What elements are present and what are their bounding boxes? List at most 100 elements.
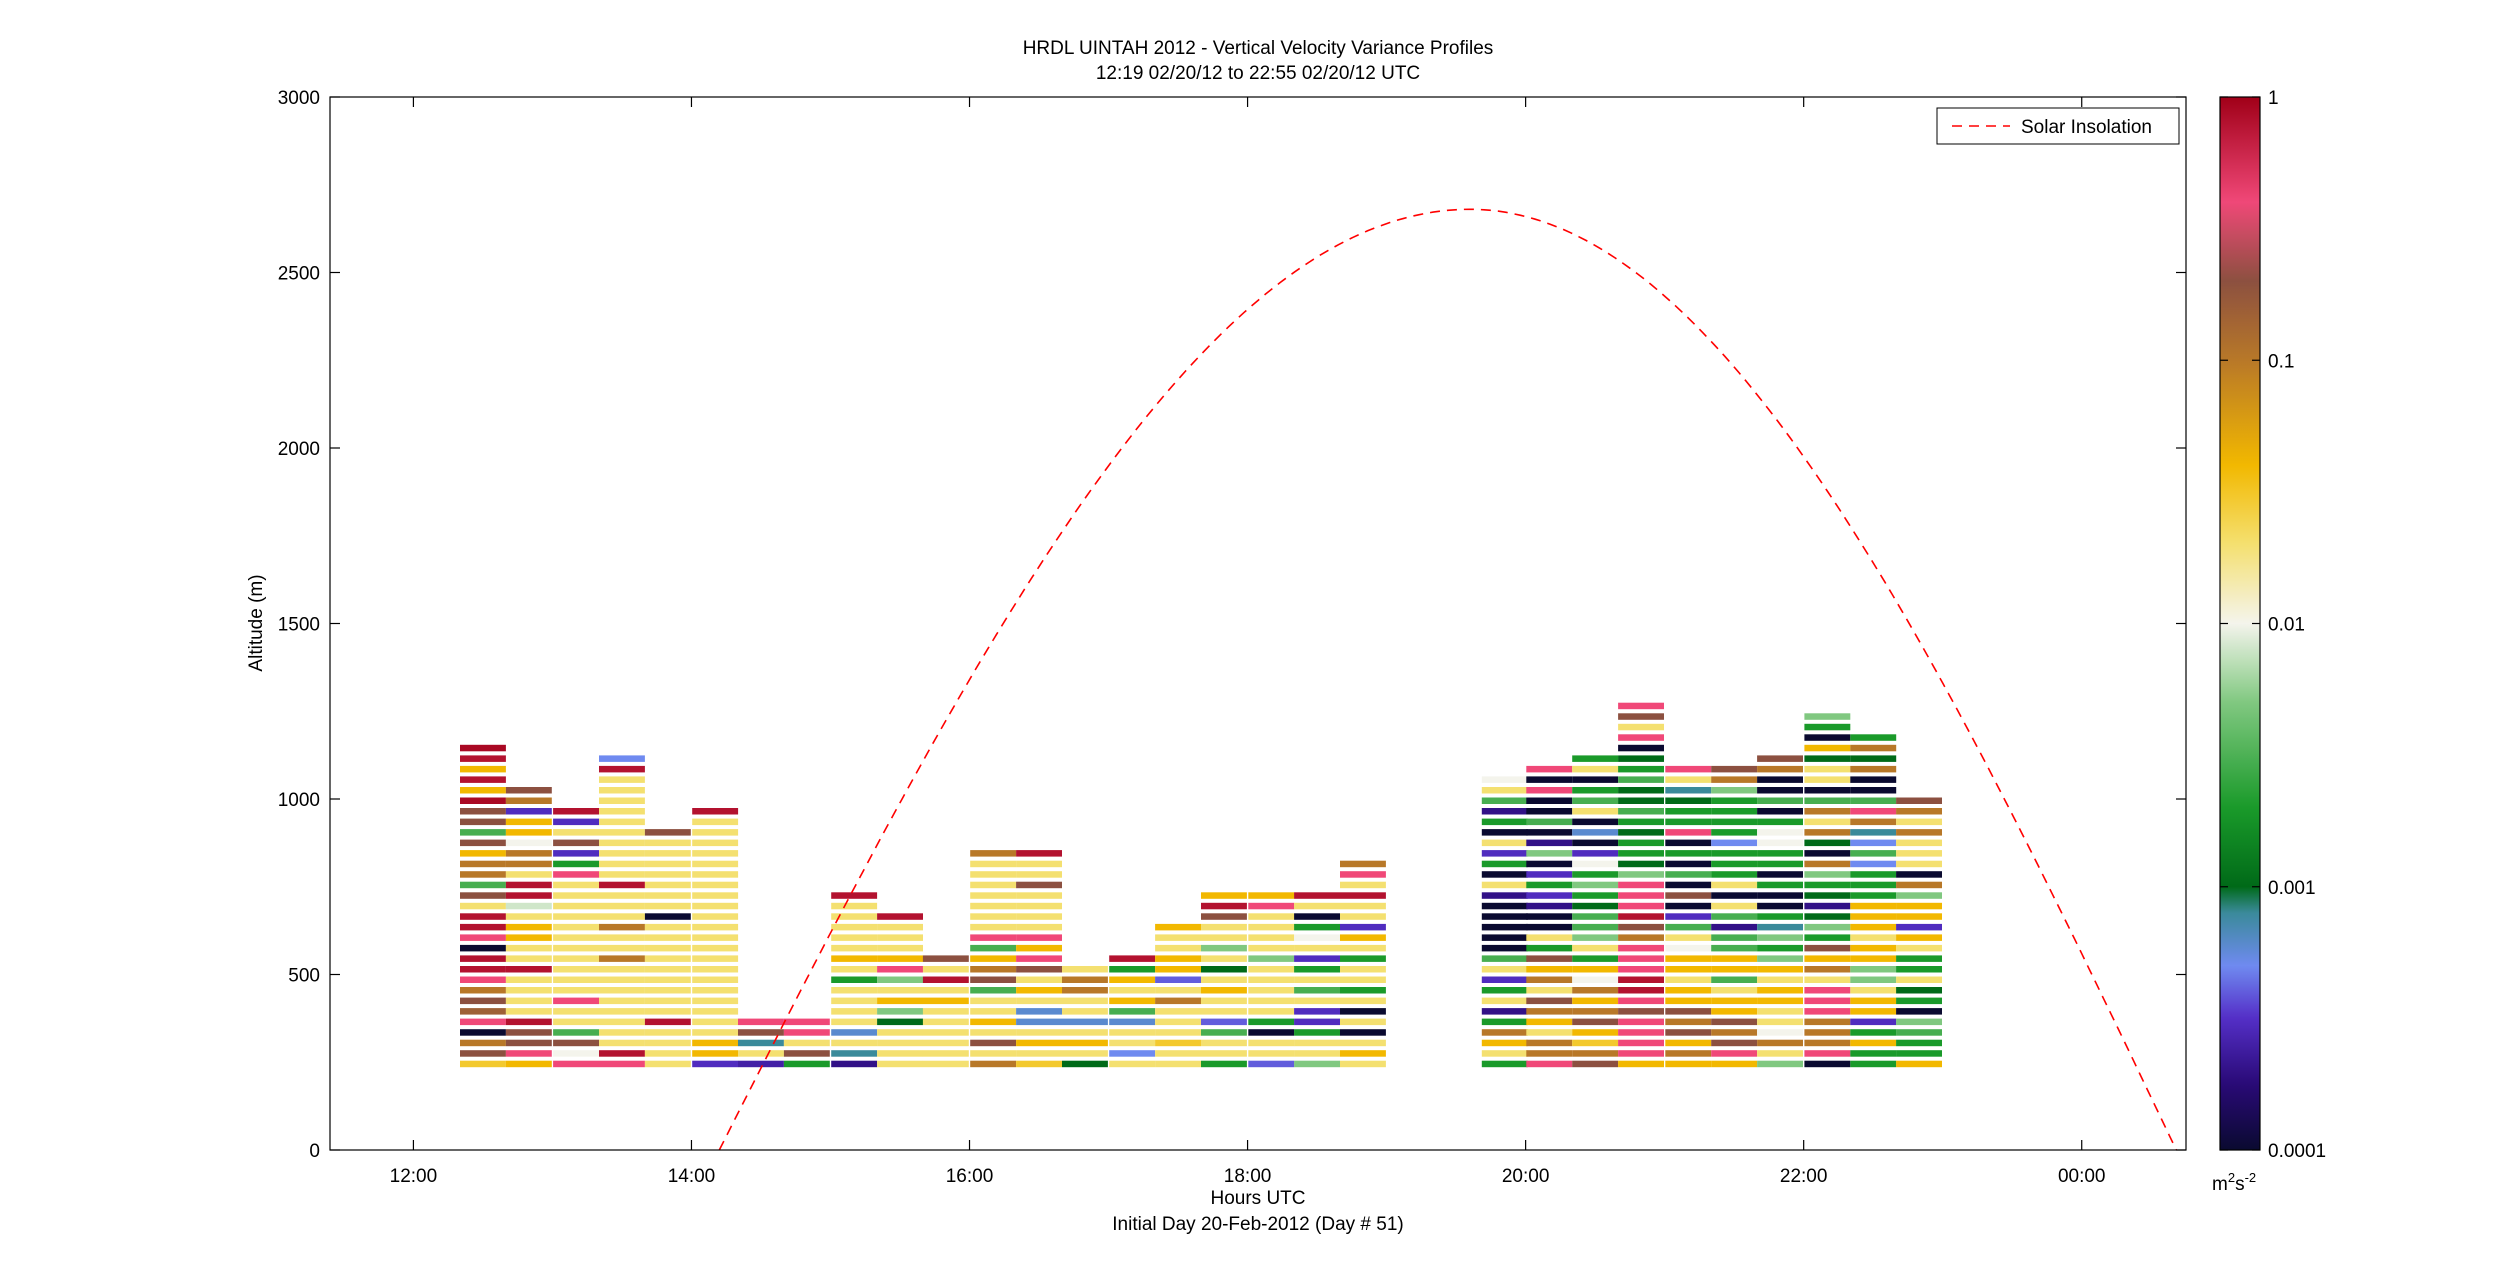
heatmap-cell xyxy=(1618,776,1664,783)
heatmap-cell xyxy=(460,829,506,836)
heatmap-cell xyxy=(1757,808,1803,815)
heatmap-cell xyxy=(1016,1029,1062,1036)
heatmap-cell xyxy=(1248,934,1295,941)
heatmap-cell xyxy=(1757,987,1803,994)
heatmap-cell xyxy=(1896,892,1942,899)
heatmap-cell xyxy=(1248,902,1295,910)
heatmap-cell xyxy=(553,1039,599,1047)
heatmap-cell xyxy=(1248,944,1295,952)
heatmap-cell xyxy=(1804,797,1851,804)
heatmap-cell xyxy=(644,829,691,836)
heatmap-cell xyxy=(644,1050,691,1057)
heatmap-cell xyxy=(970,881,1017,889)
heatmap-cell xyxy=(644,944,691,952)
heatmap-cell xyxy=(1804,871,1851,878)
heatmap-cell xyxy=(1618,829,1664,836)
heatmap-cell xyxy=(831,997,878,1005)
heatmap-cell xyxy=(877,934,923,941)
heatmap-cell xyxy=(877,997,923,1005)
heatmap-cell xyxy=(1850,871,1897,878)
heatmap-cell xyxy=(1572,1008,1619,1015)
heatmap-cell xyxy=(1618,892,1664,899)
heatmap-cell xyxy=(1201,987,1247,994)
heatmap-cell xyxy=(692,913,739,920)
heatmap-cell xyxy=(970,1039,1017,1047)
heatmap-cell xyxy=(970,1029,1017,1036)
heatmap-cell xyxy=(460,955,506,962)
heatmap-cell xyxy=(599,765,645,773)
heatmap-cell xyxy=(1665,1029,1712,1036)
heatmap-cell xyxy=(1572,934,1619,941)
heatmap-cell xyxy=(1618,744,1664,752)
heatmap-cell xyxy=(970,923,1017,931)
heatmap-cell xyxy=(1526,1018,1573,1026)
heatmap-cell xyxy=(1526,913,1573,920)
heatmap-cell xyxy=(1572,839,1619,847)
heatmap-cell xyxy=(970,966,1017,973)
heatmap-cell xyxy=(831,1029,878,1036)
heatmap-cell xyxy=(460,808,506,815)
heatmap-cell xyxy=(970,997,1017,1005)
heatmap-cell xyxy=(599,913,645,920)
heatmap-cell xyxy=(831,902,878,910)
heatmap-cell xyxy=(1665,818,1712,826)
x-tick-label: 00:00 xyxy=(2058,1166,2106,1187)
colorbar-tick-label: 1 xyxy=(2268,88,2279,109)
heatmap-cell xyxy=(505,976,552,983)
heatmap-cell xyxy=(1711,818,1758,826)
heatmap-cell xyxy=(1665,808,1712,815)
heatmap-cell xyxy=(877,1039,923,1047)
heatmap-cell xyxy=(599,1029,645,1036)
heatmap-cell xyxy=(460,839,506,847)
heatmap-cell xyxy=(1572,797,1619,804)
heatmap-cell xyxy=(1711,776,1758,783)
heatmap-cell xyxy=(1248,923,1295,931)
heatmap-cell xyxy=(1481,787,1528,794)
heatmap-cell xyxy=(1804,902,1851,910)
heatmap-cell xyxy=(1850,987,1897,994)
heatmap-cell xyxy=(1248,987,1295,994)
heatmap-cell xyxy=(831,1008,878,1015)
heatmap-cell xyxy=(1896,860,1942,868)
heatmap-cell xyxy=(1526,966,1573,973)
heatmap-cell xyxy=(599,892,645,899)
heatmap-cell xyxy=(1109,1050,1156,1057)
heatmap-cell xyxy=(1804,955,1851,962)
heatmap-cell xyxy=(1294,1039,1340,1047)
heatmap-cell xyxy=(1481,850,1528,857)
heatmap-cell xyxy=(1572,1018,1619,1026)
heatmap-cell xyxy=(1016,976,1062,983)
heatmap-cell xyxy=(1896,871,1942,878)
heatmap-cell xyxy=(877,1050,923,1057)
heatmap-cell xyxy=(1850,850,1897,857)
heatmap-cell xyxy=(1062,1018,1108,1026)
heatmap-cell xyxy=(599,955,645,962)
x-axis-label: Hours UTC xyxy=(1210,1188,1305,1209)
heatmap-cell xyxy=(831,944,878,952)
heatmap-cell xyxy=(553,871,599,878)
heatmap-cell xyxy=(1804,776,1851,783)
heatmap-cell xyxy=(1201,1008,1247,1015)
heatmap-cell xyxy=(553,1018,599,1026)
heatmap-cell xyxy=(599,808,645,815)
heatmap-cell xyxy=(505,1039,552,1047)
heatmap-cell xyxy=(831,892,878,899)
heatmap-cell xyxy=(1572,923,1619,931)
heatmap-cell xyxy=(970,1060,1017,1068)
heatmap-cell xyxy=(644,1008,691,1015)
heatmap-cell xyxy=(1665,765,1712,773)
heatmap-cell xyxy=(1016,923,1062,931)
heatmap-cell xyxy=(1896,850,1942,857)
heatmap-cell xyxy=(1572,808,1619,815)
heatmap-cell xyxy=(1757,923,1803,931)
heatmap-cell xyxy=(1526,839,1573,847)
heatmap-cell xyxy=(1526,987,1573,994)
heatmap-cell xyxy=(1481,955,1528,962)
heatmap-cell xyxy=(1711,850,1758,857)
heatmap-cell xyxy=(1201,913,1247,920)
heatmap-cell xyxy=(460,966,506,973)
heatmap-cell xyxy=(1526,829,1573,836)
heatmap-cell xyxy=(1804,755,1851,762)
heatmap-cell xyxy=(1896,1050,1942,1057)
heatmap-cell xyxy=(1711,966,1758,973)
